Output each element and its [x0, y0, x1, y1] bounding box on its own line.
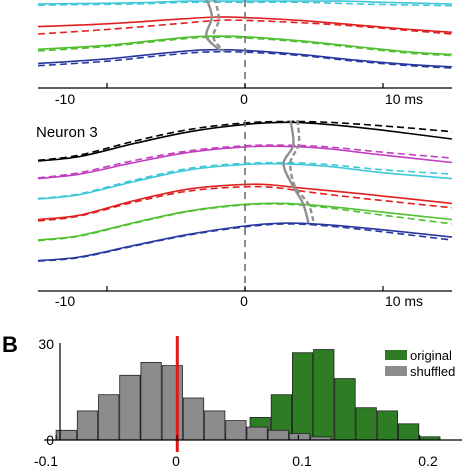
b-bar-shuffled: [76, 410, 99, 441]
a2-tick-label-0: 0: [240, 293, 248, 309]
legend-swatch-shuffled: [385, 366, 407, 376]
a2-tick-label-10ms: 10 ms: [385, 293, 423, 309]
b-bar-shuffled: [204, 410, 226, 441]
a1-curve-cyan-dashed: [37, 1, 453, 7]
b-bar-shuffled: [55, 429, 77, 441]
b-legend: original shuffled: [385, 348, 455, 379]
b-bar-original: [397, 423, 420, 441]
legend-label-shuffled: shuffled: [410, 364, 455, 379]
legend-label-original: original: [410, 348, 452, 363]
a1-curve-green-dashed: [37, 36, 453, 57]
panel-letter-b: B: [2, 332, 18, 357]
b-x-tick-label-02: 0.2: [418, 453, 438, 469]
b-ticks: [55, 435, 421, 440]
a2-curve-cyan-solid: [37, 162, 453, 200]
a1-ticks: [106, 83, 384, 88]
a1-curve-blue-dashed: [37, 50, 453, 69]
b-bar-shuffled: [98, 394, 120, 441]
legend-swatch-original: [385, 350, 407, 360]
b-bar-shuffled: [267, 429, 289, 441]
a2-peak-path-solid: [282, 120, 310, 224]
a2-curve-blue-dashed: [37, 223, 453, 262]
b-x-tick-label-0: 0: [172, 453, 180, 469]
a2-curve-cyan-dashed: [37, 161, 453, 200]
b-bar-shuffled: [140, 361, 162, 441]
a1-curves: [37, 0, 453, 69]
b-bar-original: [313, 349, 335, 441]
b-bar-shuffled: [288, 433, 311, 441]
a1-peaks: [205, 0, 226, 53]
a2-peak-path-dashed: [289, 119, 316, 225]
b-bar-original: [291, 352, 314, 441]
a2-curve-black-dashed: [37, 120, 453, 162]
a2-ticks: [106, 286, 384, 291]
b-x-tick-label-01: 0.1: [292, 453, 312, 469]
b-x-tick-label-neg01: -0.1: [34, 453, 58, 469]
b-bar-original: [355, 407, 377, 441]
a2-peaks: [282, 119, 316, 225]
b-bar-original: [376, 410, 399, 441]
a1-peak-path-solid: [205, 0, 222, 52]
b-bars: [55, 349, 441, 441]
a1-curve-red-dashed: [37, 19, 453, 35]
panel-b: B 30 0 -0.1 0 0.1 0.2 original shuffled: [2, 332, 462, 469]
b-bar-shuffled: [225, 420, 247, 441]
b-bar-original: [334, 378, 356, 441]
panel-a-bottom: Neuron 3 -10 0 10 ms: [36, 119, 453, 309]
b-y-tick-label-30: 30: [38, 336, 54, 352]
a1-tick-label-0: 0: [240, 91, 248, 107]
a1-tick-label-10ms: 10 ms: [385, 91, 423, 107]
a1-curve-cyan-solid: [37, 0, 453, 5]
a1-tick-label-neg10: -10: [55, 91, 75, 107]
b-bar-shuffled: [119, 374, 141, 441]
neuron-3-title: Neuron 3: [36, 124, 98, 141]
b-y-tick-label-0: 0: [46, 432, 54, 448]
b-bar-shuffled: [182, 397, 205, 441]
b-bar-shuffled: [161, 365, 183, 441]
b-bar-shuffled: [246, 426, 268, 441]
panel-a-top: -10 0 10 ms: [37, 0, 453, 107]
a2-tick-label-neg10: -10: [55, 293, 75, 309]
a1-peak-path-dashed: [212, 0, 226, 53]
